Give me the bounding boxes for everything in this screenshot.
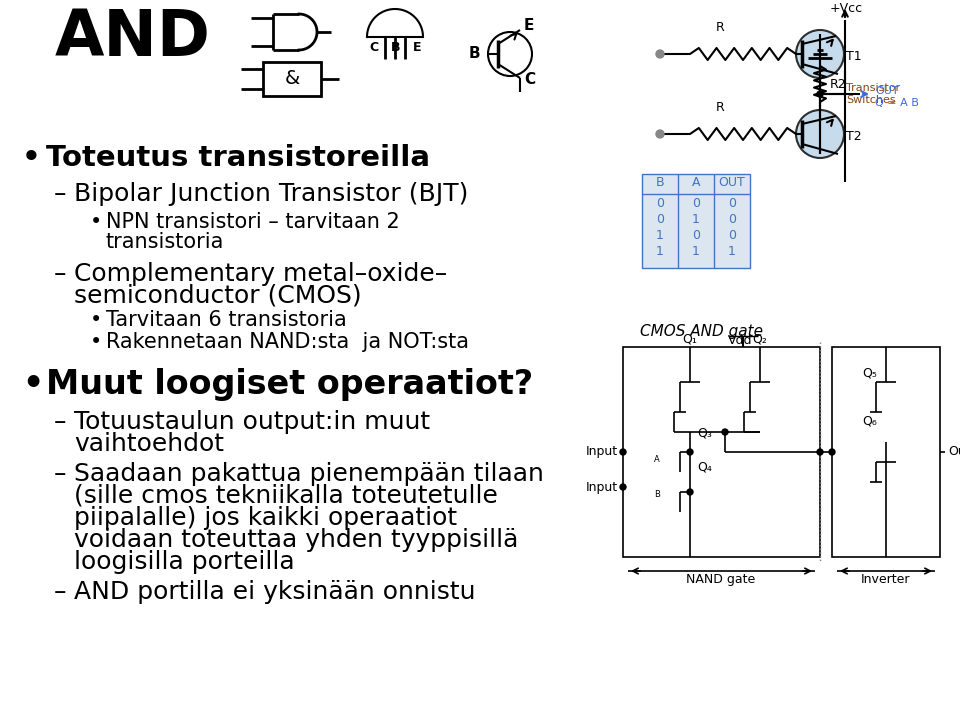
Circle shape [817,91,823,97]
Text: 1: 1 [692,213,700,226]
Text: 0: 0 [728,229,736,242]
Text: Vdd: Vdd [728,334,753,347]
Text: AND: AND [55,7,211,69]
Text: Q₂: Q₂ [753,332,767,345]
Text: Q₅: Q₅ [862,367,876,380]
Text: Muut loogiset operaatiot?: Muut loogiset operaatiot? [46,368,533,401]
Text: Q₆: Q₆ [862,415,876,428]
Bar [642,174,750,268]
Text: •: • [90,310,103,330]
Text: OUT
Q = A B: OUT Q = A B [875,86,919,108]
Text: Inverter: Inverter [861,573,911,586]
Circle shape [687,449,693,455]
Text: transistoria: transistoria [106,232,225,252]
Text: 0: 0 [692,197,700,210]
Text: A: A [692,176,700,189]
Text: Q₄: Q₄ [697,460,712,473]
Text: T1: T1 [846,50,862,63]
Text: –: – [54,262,66,286]
Text: 1: 1 [692,245,700,258]
Text: OUT: OUT [719,176,745,189]
Text: Input: Input [586,481,618,494]
Text: Complementary metal–oxide–: Complementary metal–oxide– [74,262,447,286]
Text: B: B [654,490,660,499]
Text: C: C [369,41,378,54]
Text: –: – [54,410,66,434]
Bar [832,347,940,557]
Text: (sille cmos tekniikalla toteutetulle: (sille cmos tekniikalla toteutetulle [74,484,498,508]
Text: Bipolar Junction Transistor (BJT): Bipolar Junction Transistor (BJT) [74,182,468,206]
Text: 0: 0 [656,197,664,210]
Text: –: – [54,580,66,604]
Text: •: • [22,144,40,172]
Text: 0: 0 [728,197,736,210]
Text: Q₁: Q₁ [683,332,697,345]
Text: –: – [54,462,66,486]
Text: 0: 0 [728,213,736,226]
Text: Toteutus transistoreilla: Toteutus transistoreilla [46,144,430,172]
Bar [623,347,820,557]
Text: &: & [284,69,300,89]
Text: •: • [90,332,103,352]
Text: Rakennetaan NAND:sta  ja NOT:sta: Rakennetaan NAND:sta ja NOT:sta [106,332,469,352]
Text: Totuustaulun output:in muut: Totuustaulun output:in muut [74,410,430,434]
Circle shape [620,449,626,455]
Text: 0: 0 [656,213,664,226]
Text: Output: Output [948,445,960,458]
Text: 1: 1 [728,245,736,258]
Circle shape [656,130,664,138]
Text: E: E [524,19,535,33]
Text: loogisilla porteilla: loogisilla porteilla [74,550,295,574]
Text: •: • [22,368,43,401]
Text: Transistor
Switches: Transistor Switches [846,83,900,105]
Text: –: – [54,182,66,206]
Circle shape [722,429,728,435]
Text: 1: 1 [656,245,664,258]
Text: A: A [654,455,660,464]
Text: +Vcc: +Vcc [830,2,863,15]
Text: R: R [715,101,725,114]
Circle shape [829,449,835,455]
Text: Q₃: Q₃ [697,427,712,440]
Text: piipalalle) jos kaikki operaatiot: piipalalle) jos kaikki operaatiot [74,506,457,530]
Circle shape [656,50,664,58]
Text: B: B [656,176,664,189]
Text: E: E [413,41,421,54]
Text: Input: Input [586,445,618,458]
Circle shape [620,484,626,490]
Text: C: C [524,72,535,87]
Text: 1: 1 [656,229,664,242]
Text: Saadaan pakattua pienempään tilaan: Saadaan pakattua pienempään tilaan [74,462,544,486]
Text: NAND gate: NAND gate [686,573,756,586]
Text: •: • [90,212,103,232]
Text: vaihtoehdot: vaihtoehdot [74,432,224,456]
Circle shape [687,489,693,495]
Text: 0: 0 [692,229,700,242]
Text: voidaan toteuttaa yhden tyyppisillä: voidaan toteuttaa yhden tyyppisillä [74,528,518,552]
Text: B: B [468,46,480,61]
Bar [263,62,321,96]
Text: CMOS AND gate: CMOS AND gate [640,324,763,339]
Text: B: B [391,41,400,54]
Circle shape [796,30,844,78]
Text: R2: R2 [830,77,847,90]
Text: T2: T2 [846,129,862,142]
Text: Tarvitaan 6 transistoria: Tarvitaan 6 transistoria [106,310,347,330]
Text: NPN transistori – tarvitaan 2: NPN transistori – tarvitaan 2 [106,212,399,232]
Text: AND portilla ei yksinään onnistu: AND portilla ei yksinään onnistu [74,580,475,604]
Circle shape [796,110,844,158]
Text: R: R [715,21,725,34]
Circle shape [817,449,823,455]
Text: semiconductor (CMOS): semiconductor (CMOS) [74,284,362,308]
